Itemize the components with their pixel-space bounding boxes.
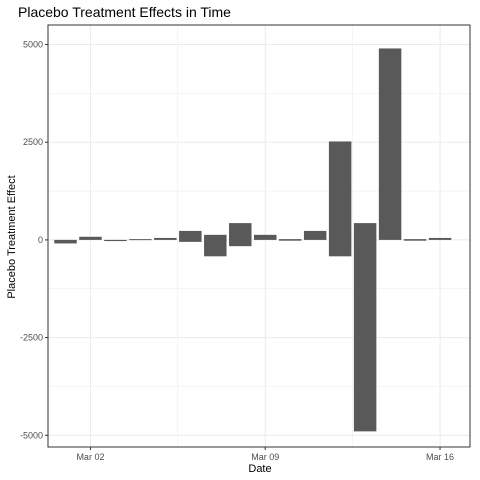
y-tick-label: -2500: [20, 333, 43, 343]
bar: [254, 234, 277, 240]
x-tick-label: Mar 16: [426, 452, 454, 462]
y-axis: 5000 2500 0 -2500 -5000: [20, 40, 48, 440]
x-axis: Mar 02 Mar 09 Mar 16: [76, 447, 454, 462]
bar: [403, 239, 427, 241]
bar: [129, 239, 152, 241]
bar: [229, 223, 252, 247]
bar: [104, 239, 127, 242]
panel-border: [47, 24, 471, 448]
y-tick-label: 5000: [23, 40, 43, 50]
y-tick-label: -5000: [20, 430, 43, 440]
x-tick-label: Mar 09: [251, 452, 279, 462]
y-tick-label: 0: [38, 235, 43, 245]
chart-title: Placebo Treatment Effects in Time: [18, 4, 231, 20]
bar: [428, 237, 452, 240]
bar: [204, 234, 227, 257]
grid-minor: [48, 25, 470, 447]
bar: [328, 141, 352, 257]
bar: [353, 223, 377, 432]
bar: [303, 230, 327, 240]
x-axis-title: Date: [248, 463, 271, 475]
bar: [179, 230, 202, 242]
x-tick-label: Mar 02: [76, 452, 104, 462]
bar: [79, 236, 102, 240]
bar: [278, 239, 302, 241]
bars: [54, 48, 452, 432]
bar: [154, 237, 177, 240]
bar: [378, 48, 402, 240]
bar: [54, 239, 77, 244]
y-tick-label: 2500: [23, 137, 43, 147]
y-axis-title: Placebo Treatment Effect: [6, 175, 18, 298]
